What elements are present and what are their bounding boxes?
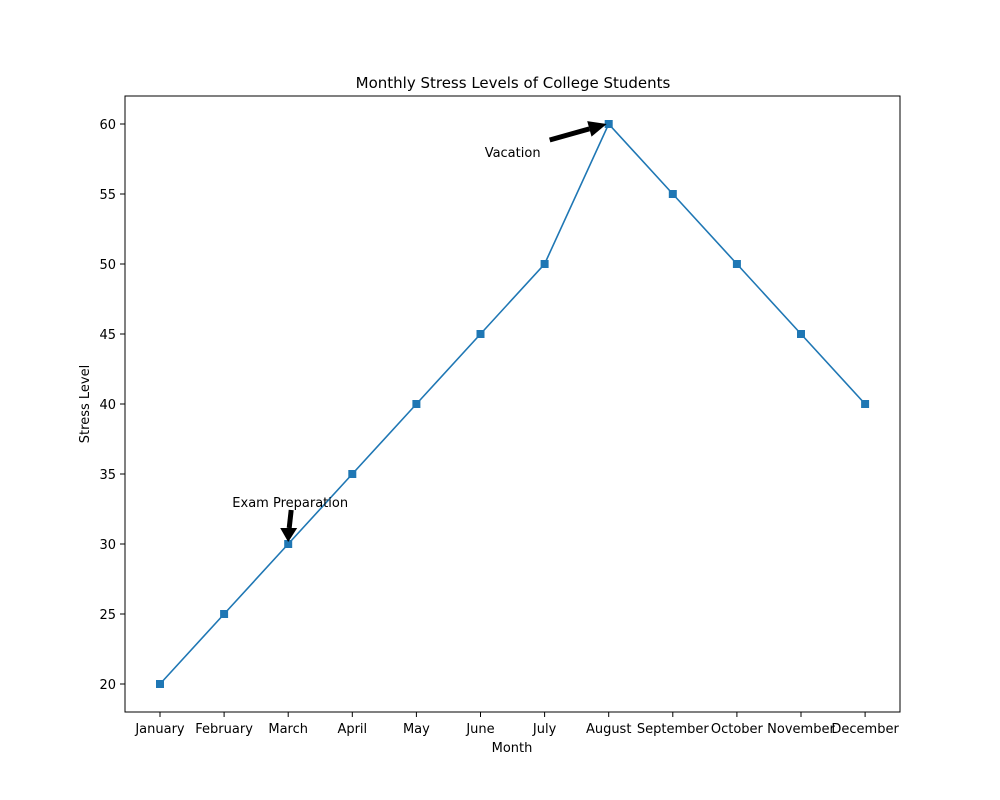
annotation-label: Vacation — [485, 146, 541, 161]
data-point — [156, 680, 164, 688]
y-tick-label: 35 — [99, 468, 116, 483]
data-point — [348, 470, 357, 478]
y-tick-label: 30 — [99, 538, 116, 553]
data-point — [476, 330, 485, 338]
x-tick-label: June — [465, 722, 494, 737]
x-tick-label: August — [586, 722, 632, 737]
y-tick-label: 50 — [99, 258, 116, 273]
data-point — [412, 400, 421, 408]
y-axis-label: Stress Level — [78, 365, 93, 443]
data-point — [861, 400, 870, 408]
x-tick-label: September — [637, 722, 710, 737]
data-point — [284, 540, 293, 548]
y-tick-label: 20 — [99, 678, 116, 693]
annotation-arrowhead — [587, 121, 607, 137]
plot-area — [124, 95, 901, 713]
y-tick-label: 55 — [99, 188, 116, 203]
data-point — [604, 120, 613, 128]
y-tick-label: 60 — [99, 118, 116, 133]
x-tick-label: February — [195, 722, 253, 737]
annotation-layer: Exam Preparation Vacation — [232, 121, 607, 542]
y-axis: 20 25 30 35 40 45 50 55 60 — [99, 118, 125, 693]
data-point — [732, 260, 741, 268]
data-point — [668, 190, 677, 198]
x-axis: January February March April May June July Augu… — [134, 712, 899, 737]
chart-title: Monthly Stress Levels of College Student… — [356, 74, 671, 92]
x-tick-label: December — [831, 722, 899, 737]
annotation-arrowhead — [280, 528, 298, 542]
series-line — [159, 122, 866, 685]
x-tick-label: January — [134, 722, 185, 737]
data-point — [797, 330, 805, 338]
data-point — [220, 610, 229, 618]
annotation-label: Exam Preparation — [232, 496, 348, 511]
x-tick-label: July — [532, 722, 557, 737]
data-point — [540, 260, 549, 268]
x-tick-label: March — [268, 722, 308, 737]
x-axis-label: Month — [492, 741, 533, 756]
y-tick-label: 40 — [99, 398, 116, 413]
annotation-arrow — [286, 509, 294, 529]
annotation-arrow — [549, 126, 591, 143]
x-tick-label: November — [767, 722, 835, 737]
series-layer — [156, 120, 870, 688]
x-tick-label: October — [711, 722, 764, 737]
y-tick-label: 45 — [99, 328, 116, 343]
x-tick-label: April — [337, 722, 367, 737]
y-tick-label: 25 — [99, 608, 116, 623]
x-tick-label: May — [403, 722, 430, 737]
